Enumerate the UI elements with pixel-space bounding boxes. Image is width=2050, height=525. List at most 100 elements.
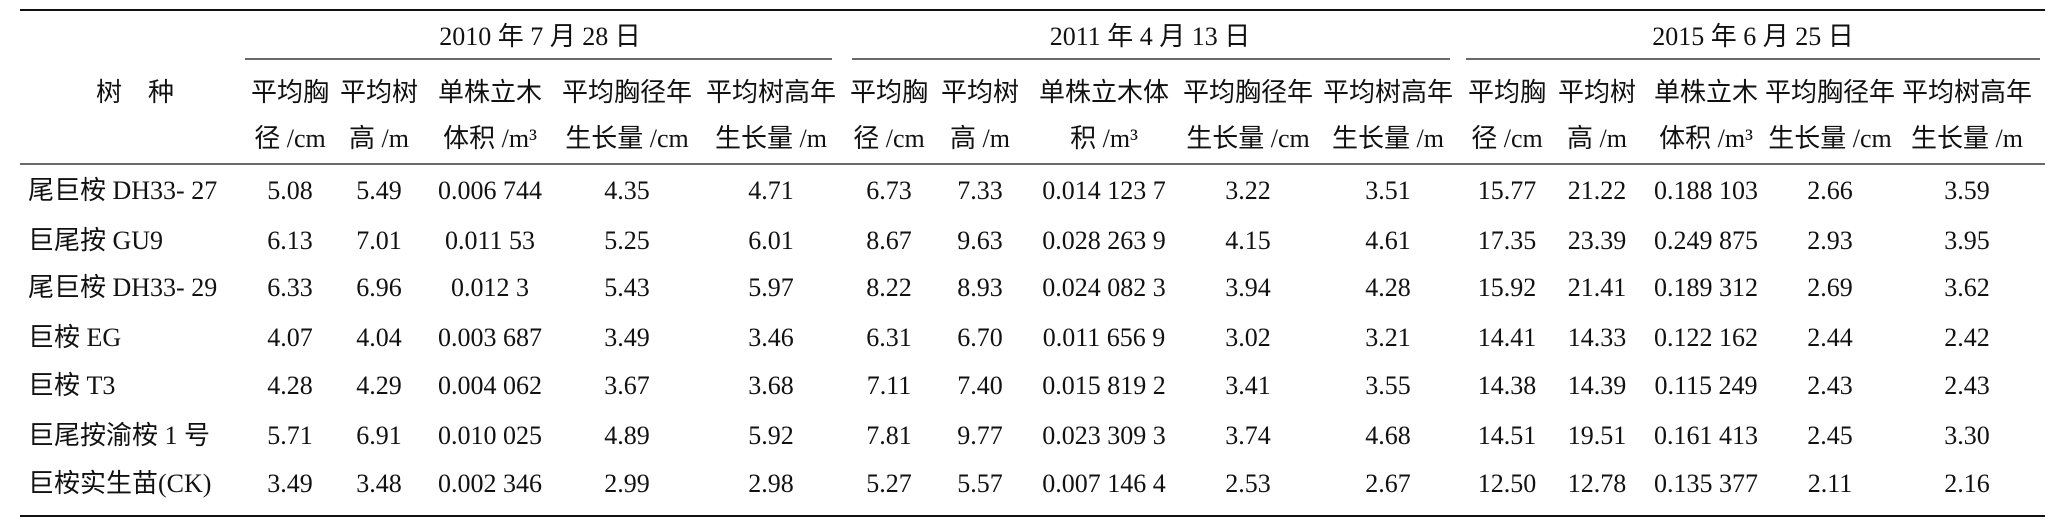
data-cell: 5.97 [748,273,794,302]
column-header: 平均胸径年 [1765,78,1895,107]
data-cell: 4.28 [1365,273,1411,302]
data-cell: 14.41 [1478,323,1537,352]
data-cell: 2.45 [1807,421,1853,450]
data-cell: 0.011 656 9 [1043,323,1166,352]
column-header: 平均树高年 [1902,78,2032,107]
data-cell: 4.04 [356,323,402,352]
data-cell: 8.67 [866,226,912,255]
data-cell: 17.35 [1478,226,1537,255]
data-cell: 0.002 346 [438,469,542,498]
species-cell: 巨尾按 GU9 [28,226,163,255]
data-cell: 14.51 [1478,421,1537,450]
data-cell: 2.69 [1807,273,1853,302]
column-header: 高 /m [349,124,409,153]
data-cell: 3.41 [1225,371,1271,400]
data-cell: 5.25 [604,226,650,255]
data-cell: 2.43 [1807,371,1853,400]
data-cell: 2.44 [1807,323,1853,352]
data-cell: 8.22 [866,273,912,302]
column-header: 高 /m [1567,124,1627,153]
data-cell: 0.161 413 [1654,421,1758,450]
data-cell: 0.011 53 [445,226,535,255]
data-cell: 0.023 309 3 [1042,421,1166,450]
species-cell: 巨桉实生苗(CK) [28,469,211,498]
data-cell: 15.92 [1478,273,1537,302]
column-header: 平均胸 [251,78,329,107]
data-cell: 6.73 [866,176,912,205]
data-cell: 21.41 [1568,273,1627,302]
data-cell: 15.77 [1478,176,1537,205]
data-cell: 5.57 [957,469,1003,498]
column-header: 生长量 /cm [565,124,689,153]
data-cell: 6.01 [748,226,794,255]
data-cell: 3.68 [748,371,794,400]
column-header: 单株立木体 [1039,78,1169,107]
data-cell: 2.11 [1808,469,1853,498]
data-cell: 3.55 [1365,371,1411,400]
data-cell: 3.48 [356,469,402,498]
column-header: 生长量 /m [1332,124,1444,153]
data-cell: 0.189 312 [1654,273,1758,302]
species-cell: 尾巨桉 DH33- 27 [28,176,217,205]
data-cell: 7.40 [957,371,1003,400]
column-header: 单株立木 [438,78,542,107]
column-header: 积 /m³ [1070,124,1138,153]
data-cell: 3.62 [1944,273,1990,302]
data-cell: 5.27 [866,469,912,498]
column-header: 生长量 /m [1911,124,2023,153]
data-cell: 0.012 3 [451,273,529,302]
data-cell: 0.015 819 2 [1042,371,1166,400]
data-cell: 2.93 [1807,226,1853,255]
column-header: 平均树 [941,78,1019,107]
data-cell: 2.42 [1944,323,1990,352]
data-cell: 4.29 [356,371,402,400]
data-cell: 4.61 [1365,226,1411,255]
data-cell: 7.81 [866,421,912,450]
data-cell: 7.01 [356,226,402,255]
data-cell: 0.014 123 7 [1042,176,1166,205]
data-cell: 5.08 [267,176,313,205]
data-cell: 0.028 263 9 [1042,226,1166,255]
data-cell: 6.33 [267,273,313,302]
data-cell: 4.89 [604,421,650,450]
data-cell: 4.71 [748,176,794,205]
data-cell: 6.96 [356,273,402,302]
data-cell: 0.006 744 [438,176,542,205]
data-cell: 3.02 [1225,323,1271,352]
column-header: 体积 /m³ [1659,124,1753,153]
data-cell: 0.010 025 [438,421,542,450]
data-cell: 2.43 [1944,371,1990,400]
data-cell: 5.92 [748,421,794,450]
data-cell: 3.21 [1365,323,1411,352]
column-header: 高 /m [950,124,1010,153]
data-cell: 0.115 249 [1654,371,1757,400]
column-header: 体积 /m³ [443,124,537,153]
species-cell: 巨尾按渝桉 1 号 [28,421,210,450]
data-cell: 6.91 [356,421,402,450]
data-cell: 3.22 [1225,176,1271,205]
data-cell: 4.35 [604,176,650,205]
data-cell: 4.15 [1225,226,1271,255]
data-cell: 0.135 377 [1654,469,1758,498]
column-header: 平均胸径年 [1183,78,1313,107]
column-header: 径 /cm [254,124,326,153]
data-cell: 8.93 [957,273,1003,302]
column-header: 径 /cm [1471,124,1543,153]
species-header: 树 种 [96,78,174,107]
data-cell: 9.63 [957,226,1003,255]
column-header: 平均树 [1558,78,1636,107]
data-cell: 7.33 [957,176,1003,205]
column-header: 单株立木 [1654,78,1758,107]
data-cell: 6.31 [866,323,912,352]
data-cell: 2.99 [604,469,650,498]
data-cell: 0.004 062 [438,371,542,400]
data-cell: 0.249 875 [1654,226,1758,255]
data-cell: 4.07 [267,323,313,352]
data-cell: 6.70 [957,323,1003,352]
data-cell: 5.71 [267,421,313,450]
data-cell: 5.43 [604,273,650,302]
data-cell: 3.67 [604,371,650,400]
column-header: 生长量 /m [715,124,827,153]
data-cell: 0.188 103 [1654,176,1758,205]
data-cell: 2.16 [1944,469,1990,498]
